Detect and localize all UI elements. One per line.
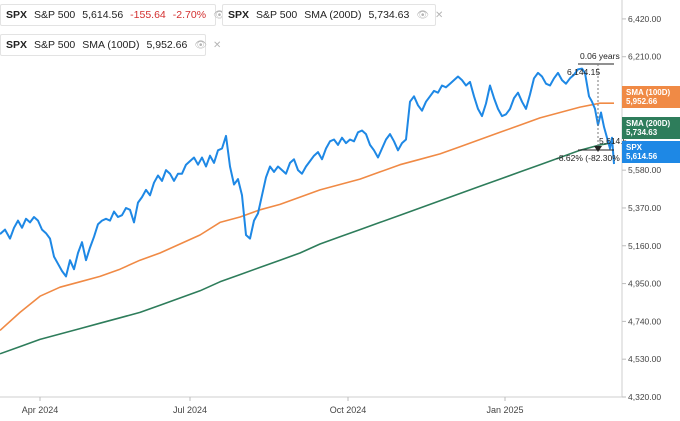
series-line-sma-100d[interactable]: [0, 102, 614, 331]
badge-label: SPX: [626, 143, 643, 152]
x-tick-label: Oct 2024: [330, 405, 367, 415]
measure-high: 6,144.15: [567, 67, 600, 77]
series-line-sma-200d[interactable]: [0, 141, 615, 355]
legend-name: S&P 500: [34, 9, 76, 21]
badge-value: 5,734.63: [626, 128, 658, 137]
badge-sma200: SMA (200D) 5,734.63: [622, 117, 680, 139]
y-tick-label: 4,950.00: [628, 279, 661, 289]
legend-label: SMA (200D): [304, 9, 362, 21]
legend-value: 5,614.56: [82, 9, 124, 21]
y-tick-label: 4,530.00: [628, 354, 661, 364]
legend-ticker: SPX: [6, 9, 28, 21]
close-icon[interactable]: ✕: [213, 39, 222, 51]
legend-value: 5,734.63: [368, 9, 410, 21]
y-tick-label: 6,420.00: [628, 14, 661, 24]
measure-change: -8.62% (-82.30% C: [556, 153, 628, 163]
badge-sma100: SMA (100D) 5,952.66: [622, 86, 680, 108]
badge-value: 5,614.56: [626, 152, 658, 161]
legend-value: 5,952.66: [146, 39, 188, 51]
close-icon[interactable]: ✕: [435, 9, 444, 21]
x-axis: Apr 2024 Jul 2024 Oct 2024 Jan 2025: [0, 396, 622, 415]
legend-name: S&P 500: [256, 9, 298, 21]
measure-arrow: [594, 146, 602, 152]
legend-change: -155.64: [130, 9, 166, 21]
legend-pct: -2.70%: [172, 9, 207, 21]
y-tick-label: 5,370.00: [628, 203, 661, 213]
legend-ticker: SPX: [6, 39, 28, 51]
legend-sma200[interactable]: SPX S&P 500 SMA (200D) 5,734.63 👁 ✕: [222, 4, 443, 26]
eye-icon[interactable]: 👁: [194, 39, 208, 51]
badge-value: 5,952.66: [626, 97, 658, 106]
series-line-spx[interactable]: [0, 67, 615, 278]
series-lines: [0, 67, 615, 355]
badge-spx: SPX 5,614.56: [622, 141, 680, 163]
y-axis: 6,420.006,210.006,000.005,790.005,580.00…: [621, 0, 661, 402]
badge-label: SMA (100D): [626, 88, 671, 97]
y-tick-label: 5,580.00: [628, 165, 661, 175]
x-tick-label: Apr 2024: [22, 405, 59, 415]
legend-sma100[interactable]: SPX S&P 500 SMA (100D) 5,952.66 👁 ✕: [0, 34, 221, 56]
eye-icon[interactable]: 👁: [416, 9, 430, 21]
y-tick-label: 6,210.00: [628, 52, 661, 62]
y-tick-label: 4,320.00: [628, 392, 661, 402]
x-tick-label: Jul 2024: [173, 405, 207, 415]
legend-spx[interactable]: SPX S&P 500 5,614.56 -155.64 -2.70% 👁 ✕: [0, 4, 240, 26]
legend-name: S&P 500: [34, 39, 76, 51]
y-tick-label: 4,740.00: [628, 316, 661, 326]
legend-ticker: SPX: [228, 9, 250, 21]
measure-tool: 0.06 years 6,144.15 5,614.5 -8.62% (-82.30%…: [556, 51, 628, 163]
measure-low: 5,614.5: [599, 136, 628, 146]
eye-icon[interactable]: 👁: [213, 9, 226, 21]
badge-label: SMA (200D): [626, 119, 671, 128]
x-tick-label: Jan 2025: [486, 405, 523, 415]
legend-label: SMA (100D): [82, 39, 140, 51]
y-tick-label: 5,160.00: [628, 241, 661, 251]
measure-span: 0.06 years: [580, 51, 620, 61]
